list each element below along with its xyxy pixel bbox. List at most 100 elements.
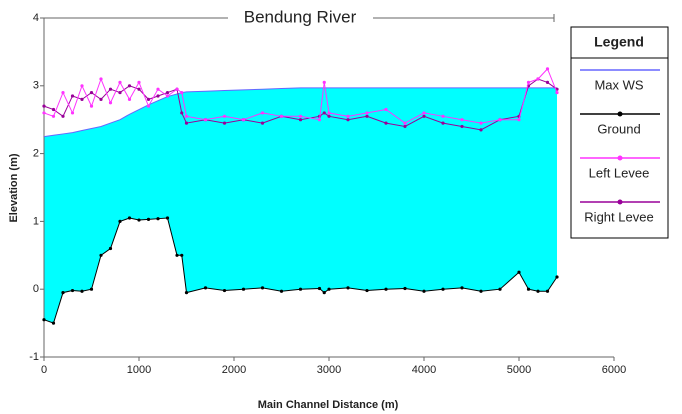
series-point [80, 84, 84, 88]
series-point [365, 111, 369, 115]
series-point [61, 90, 65, 95]
series-point [441, 114, 445, 118]
series-point [203, 286, 208, 290]
y-tick-label: -1 [29, 351, 39, 363]
series-point [526, 287, 531, 291]
series-point [498, 287, 502, 291]
series-point [260, 286, 265, 290]
y-tick-label: 2 [33, 148, 39, 160]
series-point [127, 84, 132, 88]
series-point [165, 216, 170, 220]
series-point [346, 118, 350, 122]
series-point [327, 111, 331, 115]
series-point [89, 287, 94, 291]
series-point [298, 114, 303, 118]
x-tick-label: 4000 [412, 364, 436, 376]
series-point [146, 97, 151, 101]
series-point [180, 90, 184, 95]
series-point [479, 128, 483, 132]
series-point [99, 77, 103, 81]
y-tick-label: 1 [33, 215, 39, 227]
series-point [61, 290, 65, 295]
series-point [99, 97, 103, 101]
series-point [536, 77, 540, 81]
x-tick-label: 2000 [222, 364, 246, 376]
y-tick-label: 0 [33, 283, 39, 295]
series-point [70, 288, 75, 293]
x-tick-label: 1000 [127, 364, 151, 376]
series-point [108, 87, 113, 91]
series-point [422, 289, 426, 293]
series-point [156, 217, 160, 221]
series-point [184, 114, 189, 118]
series-point [184, 290, 189, 295]
series-point [260, 111, 265, 115]
series-point [279, 289, 284, 293]
series-point [89, 90, 94, 95]
series-point [545, 289, 550, 293]
series-point [89, 104, 94, 108]
series-point [222, 121, 227, 125]
x-tick-label: 3000 [317, 364, 341, 376]
series-point [137, 80, 141, 85]
series-point [384, 121, 388, 125]
legend-label: Left Levee [589, 165, 650, 180]
series-point [346, 286, 350, 290]
series-point [346, 114, 350, 118]
series-point [184, 121, 189, 125]
series-point [317, 286, 322, 291]
series-line [43, 67, 558, 124]
series-point [545, 80, 550, 85]
x-tick-label: 0 [41, 364, 47, 376]
series-point [146, 217, 151, 221]
series-point [156, 94, 160, 98]
series-point [118, 90, 122, 95]
series-point [61, 114, 65, 118]
series-point [175, 87, 179, 91]
series-point [460, 124, 464, 129]
series-point [555, 90, 559, 95]
series-point [498, 118, 502, 122]
series-point [51, 107, 56, 112]
series-point [526, 80, 531, 85]
series-line [43, 87, 557, 138]
series-point [317, 118, 322, 122]
series-point [175, 253, 179, 257]
series-point [441, 121, 445, 125]
legend-marker [617, 155, 623, 161]
series-point [137, 87, 141, 91]
series-point [156, 87, 160, 91]
series-point [203, 118, 208, 122]
series-point [422, 111, 426, 115]
series-point [298, 118, 303, 122]
series-point [322, 80, 326, 85]
series-point [70, 111, 75, 115]
series-point [322, 111, 326, 115]
series-point [365, 288, 369, 293]
series-point [165, 94, 170, 98]
series-point [165, 90, 170, 95]
series-point [322, 290, 326, 295]
series-point [517, 118, 521, 122]
x-axis-label: Main Channel Distance (m) [258, 399, 399, 411]
series-line [43, 217, 558, 324]
legend-marker [617, 199, 623, 205]
series-point [42, 104, 46, 108]
series-point [403, 286, 407, 291]
series-line [43, 78, 558, 131]
series-point [422, 114, 426, 118]
series-point [222, 114, 227, 118]
series-point [260, 121, 265, 125]
series-point [108, 101, 113, 105]
series-point [80, 97, 84, 101]
series-point [279, 114, 284, 118]
series-point [441, 287, 445, 291]
series-point [403, 124, 407, 129]
series-point [70, 94, 75, 98]
series-point [118, 219, 122, 223]
series-point [536, 289, 540, 293]
series-point [108, 246, 113, 251]
x-tick-label: 6000 [602, 364, 626, 376]
series-point [479, 289, 483, 293]
